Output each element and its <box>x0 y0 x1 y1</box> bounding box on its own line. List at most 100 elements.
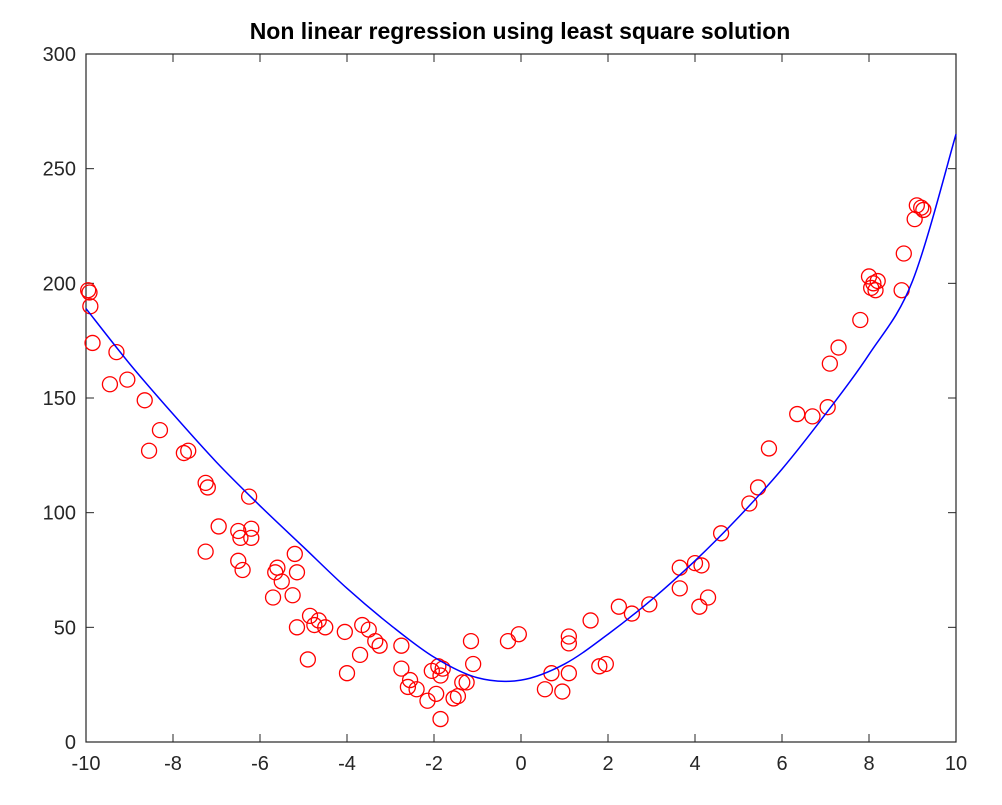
x-tick-labels: -10 -8 -6 -4 -2 0 2 4 6 8 10 <box>72 753 968 775</box>
x-tick-label: -2 <box>425 753 443 775</box>
data-point <box>288 619 306 636</box>
data-point <box>81 284 98 301</box>
data-point <box>306 616 323 634</box>
data-point <box>240 488 258 505</box>
data-point <box>830 339 847 356</box>
data-point <box>591 658 608 675</box>
data-point <box>819 399 836 416</box>
data-point <box>338 665 356 682</box>
data-point <box>284 587 301 604</box>
data-point <box>351 646 369 664</box>
data-point <box>804 408 821 425</box>
data-point <box>821 355 838 372</box>
y-tick-label: 100 <box>43 503 76 525</box>
data-point <box>273 573 290 590</box>
data-point <box>101 376 119 393</box>
data-point <box>299 651 317 668</box>
data-point <box>371 637 388 654</box>
data-point <box>286 545 303 563</box>
y-tick-label: 0 <box>65 732 76 754</box>
data-point <box>895 245 912 262</box>
data-point <box>232 529 249 547</box>
plot-area <box>85 53 957 743</box>
y-tick-label: 300 <box>43 44 76 66</box>
data-point <box>408 681 425 698</box>
x-tick-label: -8 <box>164 753 182 775</box>
data-point <box>428 685 445 702</box>
data-point <box>243 529 260 547</box>
data-point <box>597 655 614 673</box>
data-point <box>623 605 641 622</box>
data-point <box>560 628 577 645</box>
data-point <box>445 690 462 707</box>
x-tick-label: 8 <box>863 753 874 775</box>
x-tick-label: 10 <box>945 753 967 775</box>
data-point <box>434 660 451 677</box>
data-point <box>686 554 704 572</box>
x-tick-label: 6 <box>776 753 787 775</box>
data-point <box>554 683 571 700</box>
data-point <box>462 632 480 650</box>
data-point <box>760 440 778 457</box>
data-point <box>317 619 334 636</box>
data-point <box>288 564 306 581</box>
data-point <box>175 444 193 462</box>
data-point <box>301 607 319 625</box>
data-point <box>641 596 658 613</box>
chart-title: Non linear regression using least square… <box>250 18 791 44</box>
data-point <box>464 655 482 673</box>
data-point <box>393 637 410 654</box>
data-point <box>264 589 282 606</box>
data-point <box>84 334 101 352</box>
data-point <box>399 678 417 696</box>
data-point <box>432 710 449 728</box>
data-point <box>243 520 260 537</box>
data-point <box>197 543 214 560</box>
data-point <box>536 681 554 698</box>
data-point <box>108 343 125 361</box>
x-tick-label: 4 <box>689 753 700 775</box>
data-point <box>401 671 419 689</box>
y-tick-label: 50 <box>54 617 76 639</box>
scatter-points <box>80 197 932 728</box>
x-tick-label: -10 <box>72 753 101 775</box>
data-point <box>865 275 882 292</box>
data-point <box>234 561 251 579</box>
data-point <box>913 199 930 216</box>
data-point <box>199 479 216 496</box>
data-point <box>691 598 708 615</box>
data-point <box>671 580 688 597</box>
data-point <box>393 660 410 677</box>
data-point <box>136 392 153 409</box>
data-point <box>180 442 197 459</box>
data-point <box>151 421 169 439</box>
data-point <box>80 282 97 299</box>
data-point <box>210 518 227 535</box>
data-point <box>140 442 158 459</box>
y-tick-label: 250 <box>43 159 76 181</box>
data-point <box>367 632 384 650</box>
data-point <box>712 525 730 542</box>
data-point <box>867 282 884 299</box>
data-point <box>582 612 599 629</box>
axis-ticks <box>85 53 957 743</box>
data-point <box>454 674 471 691</box>
y-tick-label: 150 <box>43 388 76 410</box>
fit-curve <box>85 134 957 683</box>
data-point <box>869 272 886 290</box>
data-point <box>430 658 447 675</box>
y-tick-labels: 0 50 100 150 200 250 300 <box>43 44 76 754</box>
data-point <box>119 371 136 388</box>
data-point <box>610 598 628 615</box>
x-tick-label: -4 <box>338 753 356 775</box>
y-tick-label: 200 <box>43 273 76 295</box>
data-point <box>852 311 869 329</box>
data-point <box>230 522 247 540</box>
x-tick-label: 0 <box>515 753 526 775</box>
data-point <box>560 665 577 682</box>
data-point <box>741 495 758 512</box>
data-point <box>336 623 353 641</box>
data-point <box>560 635 577 652</box>
data-point <box>693 557 710 574</box>
